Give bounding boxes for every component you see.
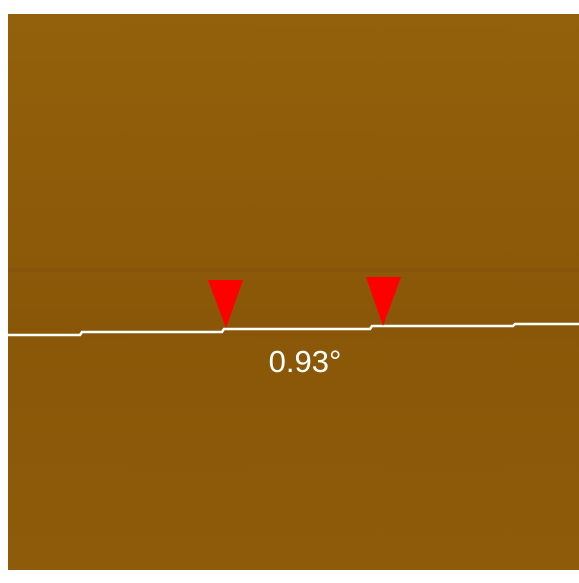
page: 0.93° (() => { const data = JSON.parse(d…: [0, 0, 579, 583]
scan-area: [8, 14, 579, 570]
afm-image: 0.93°: [0, 0, 579, 583]
angle-label: 0.93°: [269, 344, 342, 379]
scan-artifact: [8, 268, 579, 272]
